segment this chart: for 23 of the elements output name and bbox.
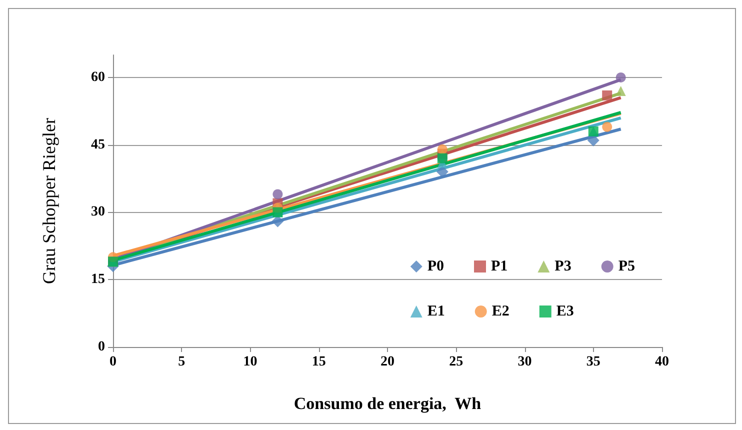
x-tick-label: 35 (586, 354, 600, 370)
x-tick-label: 5 (178, 354, 186, 370)
legend-label: E1 (427, 304, 445, 320)
y-axis-title: Grau Schopper Riegler (39, 118, 59, 284)
legend-label: E3 (556, 304, 574, 320)
x-tick-label: 40 (655, 354, 669, 370)
x-tick-label: 30 (518, 354, 532, 370)
y-tick-label: 15 (91, 272, 105, 288)
x-tick-label: 10 (243, 354, 258, 370)
x-tick-label: 15 (312, 354, 326, 370)
x-axis-title: Consumo de energia, Wh (294, 394, 482, 413)
legend-label: P5 (618, 258, 636, 274)
x-tick-label: 25 (449, 354, 464, 370)
y-tick-label: 60 (91, 70, 105, 85)
legend-label: P0 (427, 258, 444, 274)
x-tick-label: 0 (110, 354, 116, 370)
legend-label: P1 (491, 258, 508, 274)
legend-label: P3 (554, 258, 572, 274)
y-tick-label: 30 (91, 204, 105, 220)
legend-label: E2 (492, 304, 510, 320)
x-tick-label: 20 (380, 354, 394, 370)
y-tick-label: 45 (91, 137, 105, 152)
y-tick-label: 0 (98, 340, 105, 354)
